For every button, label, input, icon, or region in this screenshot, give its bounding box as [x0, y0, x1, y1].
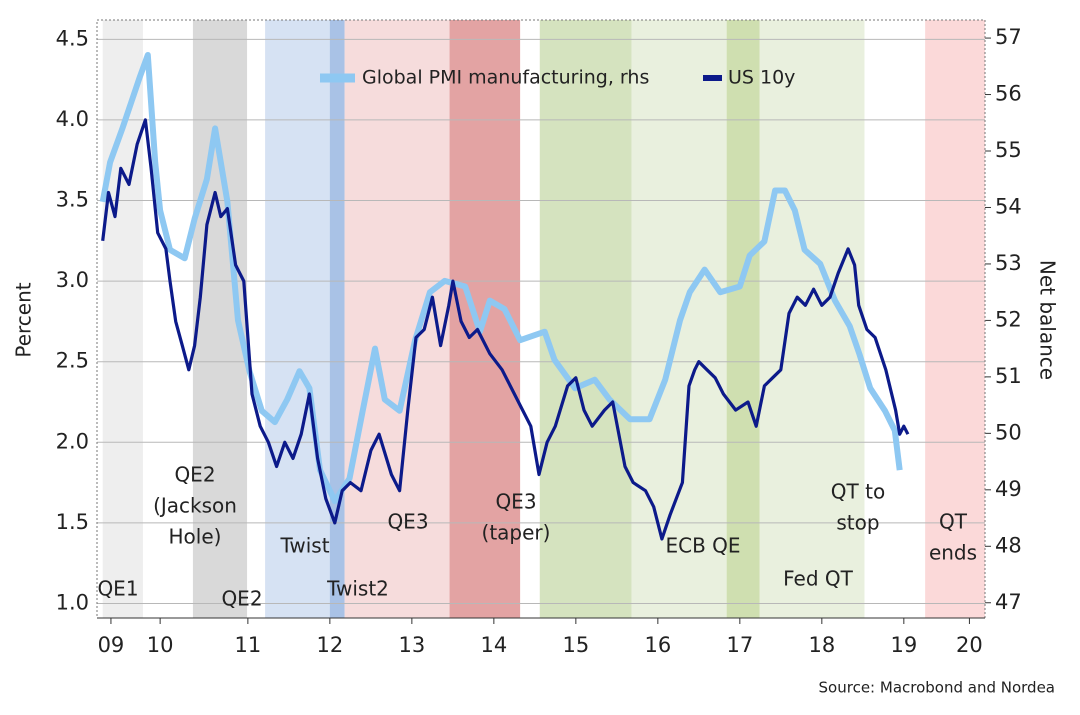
period-label: Fed QT: [783, 567, 854, 591]
period-label: (taper): [482, 521, 551, 545]
y2-tick-label: 47: [995, 590, 1022, 614]
y2-axis-label: Net balance: [1036, 260, 1060, 380]
y-tick-label: 2.0: [56, 429, 89, 453]
period-band: [329, 20, 345, 618]
y-tick-label: 2.5: [56, 349, 89, 373]
source: Source: Macrobond and Nordea: [819, 679, 1055, 697]
series-line: [101, 118, 910, 541]
y2-tick-label: 56: [995, 82, 1022, 106]
period-band: [102, 20, 143, 618]
period-label: QT to: [831, 480, 885, 504]
x-tick-label: 14: [480, 633, 507, 657]
period-band: [539, 20, 632, 618]
y-tick-label: 3.5: [56, 188, 89, 212]
x-tick-label: 11: [235, 633, 262, 657]
x-tick-label: 13: [398, 633, 425, 657]
y2-tick-label: 54: [995, 194, 1022, 218]
y2-tick-label: 53: [995, 251, 1022, 275]
y-tick-label: 1.5: [56, 510, 89, 534]
y2-tick-label: 51: [995, 364, 1022, 388]
period-label: stop: [836, 511, 879, 535]
period-label: QE3: [387, 510, 428, 534]
period-label: Hole): [169, 525, 222, 549]
series-line: [99, 52, 903, 505]
period-label: Twist: [279, 534, 329, 558]
y2-tick-label: 57: [995, 25, 1022, 49]
y-axis-label: Percent: [12, 282, 36, 357]
period-label: QT: [939, 510, 968, 534]
y-tick-label: 4.5: [56, 26, 89, 50]
period-label: QE2: [174, 463, 215, 487]
x-tick-label: 16: [644, 633, 671, 657]
legend-label: Global PMI manufacturing, rhs: [362, 67, 649, 89]
period-label: QE1: [97, 577, 138, 601]
period-label: ends: [929, 541, 977, 565]
period-label: Twist2: [326, 577, 389, 601]
y-tick-label: 3.0: [56, 268, 89, 292]
legend-label: US 10y: [728, 67, 795, 89]
x-tick-label: 20: [956, 633, 983, 657]
y-tick-label: 1.0: [56, 590, 89, 614]
x-tick-label: 09: [98, 633, 125, 657]
x-tick-label: 19: [890, 633, 917, 657]
y2-tick-label: 49: [995, 477, 1022, 501]
x-tick-label: 10: [147, 633, 174, 657]
x-tick-label: 15: [562, 633, 589, 657]
x-tick-label: 18: [808, 633, 835, 657]
period-label: QE3: [495, 490, 536, 514]
x-tick-label: 12: [316, 633, 343, 657]
period-label: ECB QE: [665, 534, 740, 558]
x-tick-label: 17: [726, 633, 753, 657]
period-label: (Jackson: [153, 494, 237, 518]
period-band: [726, 20, 760, 618]
y2-tick-label: 48: [995, 533, 1022, 557]
y2-tick-label: 50: [995, 420, 1022, 444]
y2-tick-label: 55: [995, 138, 1022, 162]
y2-tick-label: 52: [995, 307, 1022, 331]
period-label: QE2: [221, 587, 262, 611]
y-tick-label: 4.0: [56, 107, 89, 131]
